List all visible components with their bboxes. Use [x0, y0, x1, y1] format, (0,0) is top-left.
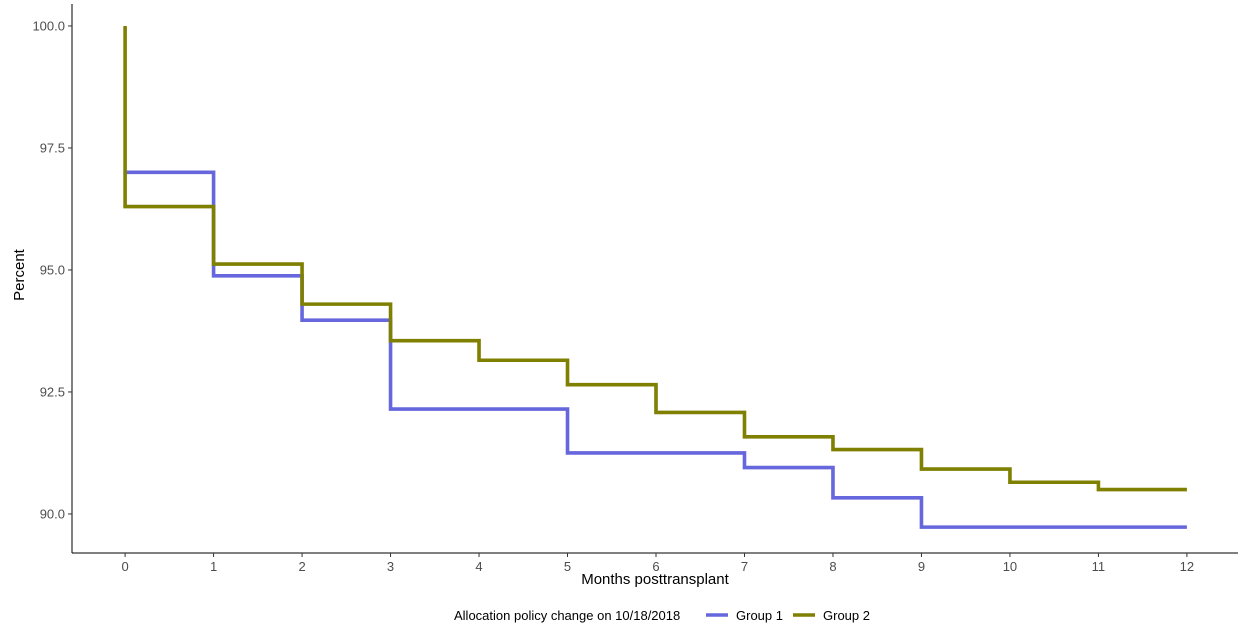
legend-label-2: Group 2	[823, 608, 870, 623]
x-tick-label: 6	[652, 559, 659, 574]
y-tick-label: 92.5	[40, 384, 65, 399]
x-tick-label: 11	[1092, 559, 1106, 574]
x-tick-label: 5	[564, 559, 571, 574]
y-tick-label: 95.0	[40, 262, 65, 277]
x-axis-title: Months posttransplant	[581, 571, 729, 588]
y-tick-label: 97.5	[40, 140, 65, 155]
series-line-1	[125, 170, 1187, 529]
legend-title: Allocation policy change on 10/18/2018	[454, 608, 680, 623]
legend-items: Group 1 Group 2	[706, 608, 870, 623]
legend-label-1: Group 1	[736, 608, 783, 623]
x-ticks: 0 1 2 3 4 5 6 7 8 9 10 11 12	[121, 553, 1194, 574]
x-tick-label: 3	[387, 559, 394, 574]
x-tick-label: 7	[741, 559, 748, 574]
legend: Allocation policy change on 10/18/2018 G…	[454, 608, 870, 623]
x-tick-label: 0	[121, 559, 128, 574]
y-axis-title: Percent	[11, 248, 28, 301]
y-tick-label: 90.0	[40, 506, 65, 521]
series-line-2	[123, 25, 1187, 492]
x-tick-label: 2	[298, 559, 305, 574]
y-ticks: 90.0 92.5 95.0 97.5 100.0	[32, 18, 72, 521]
x-tick-label: 9	[918, 559, 925, 574]
x-tick-label: 1	[210, 559, 217, 574]
x-tick-label: 8	[829, 559, 836, 574]
x-tick-label: 12	[1180, 559, 1194, 574]
y-tick-label: 100.0	[32, 18, 65, 33]
series-layer	[123, 25, 1187, 529]
x-tick-label: 4	[475, 559, 482, 574]
x-tick-label: 10	[1003, 559, 1017, 574]
